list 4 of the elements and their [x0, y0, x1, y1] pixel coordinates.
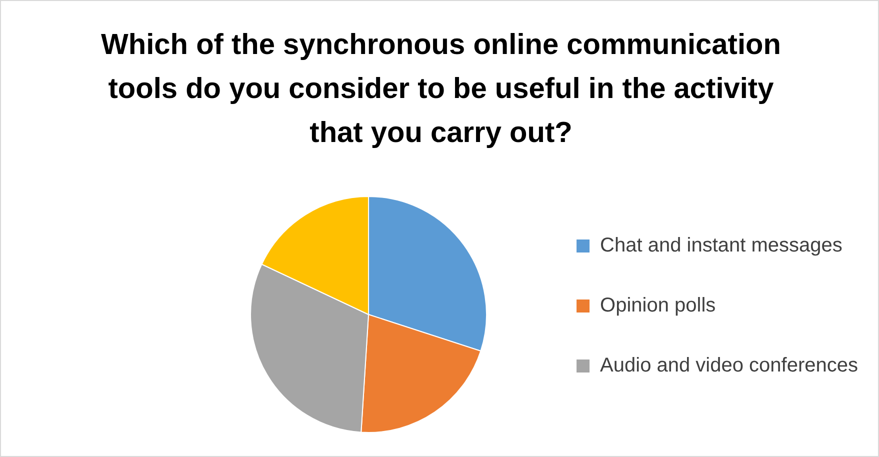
chart-title: Which of the synchronous online communication tools do you consider to be useful in the activity that you carry out?: [100, 28, 782, 151]
legend-label: Audio and video conferences: [600, 354, 858, 377]
legend-label: Opinion polls: [600, 294, 716, 317]
legend-label: Chat and instant messages: [600, 234, 842, 257]
